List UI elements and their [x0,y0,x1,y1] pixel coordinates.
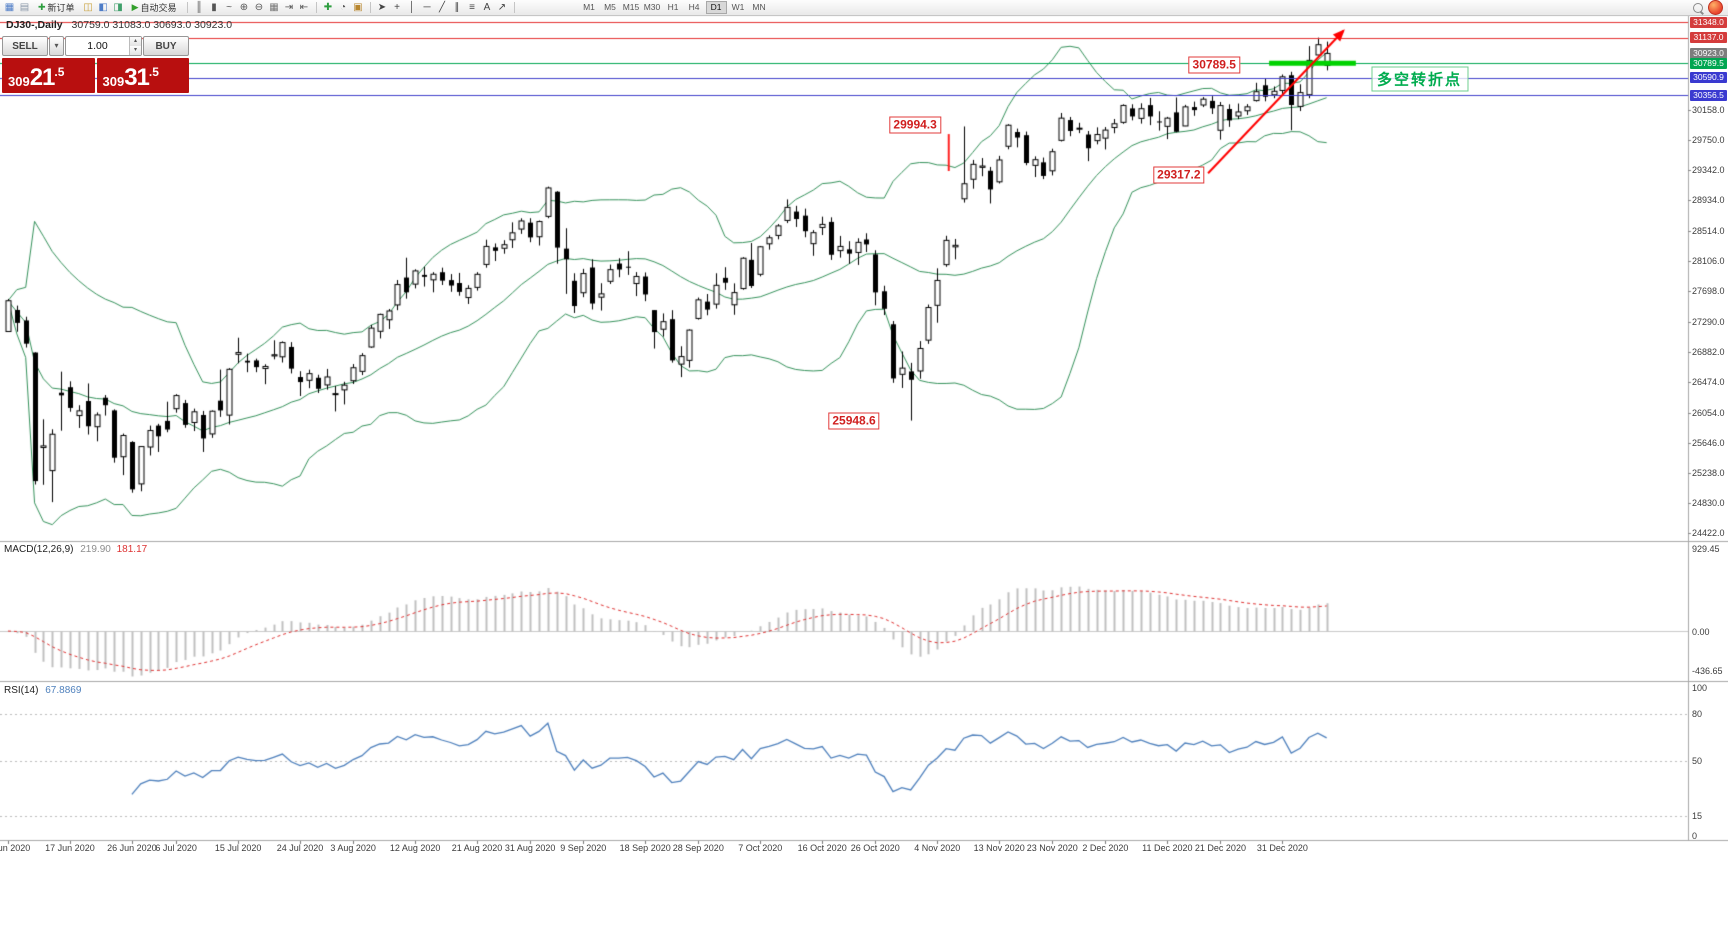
chart-shift-icon[interactable]: ⇤ [299,1,309,13]
buy-price-big: 31 [124,64,150,91]
new-order-button[interactable]: ✚ 新订单 [33,1,80,15]
trade-prices-row: 309 21 .5 309 31 .5 [2,58,189,93]
volume-input[interactable]: 1.00 ▴ ▾ [65,36,142,56]
macd-value-main: 219.90 [80,544,111,555]
buy-price-prefix: 309 [102,74,125,89]
timeframe-h4-button[interactable]: H4 [688,2,700,12]
ohlc-values: 30759.0 31083.0 30693.0 30923.0 [71,19,233,31]
one-click-trading-panel: SELL ▾ 1.00 ▴ ▾ BUY 309 21 .5 309 31 .5 [2,36,189,93]
sell-price-frac: .5 [54,65,65,79]
volume-spinner: ▴ ▾ [129,37,141,55]
sell-button[interactable]: SELL [2,36,48,56]
main-toolbar: ▦ ▤ ✚ 新订单 ◫ ◧ ◨ ▶ 自动交易 ║ ▮ ~ ⊕ ⊖ ▦ ⇥ ⇤ ✚ ◔ ▣ ➤ + │ ─ ╱ ∥ ≡… [0,0,1728,16]
toolbar-chart-group: ║ ▮ ~ ⊕ ⊖ ▦ ⇥ ⇤ [192,1,312,15]
macd-value-signal: 181.17 [116,544,148,555]
order-options-dropdown[interactable]: ▾ [49,36,64,56]
timeframe-m1-button[interactable]: M1 [583,2,595,12]
buy-button[interactable]: BUY [143,36,189,56]
periods-icon[interactable]: ◔ [339,1,347,13]
plus-icon: ✚ [38,2,46,12]
timeframe-group: M1 M5 M15 M30 H1 H4 D1 W1 MN [579,1,770,14]
sell-price-panel[interactable]: 309 21 .5 [2,58,95,93]
sell-price-big: 21 [29,64,56,91]
indicators-list-icon[interactable]: ✚ [323,1,333,13]
templates-icon[interactable]: ▣ [353,1,363,13]
buy-price-frac: .5 [148,65,159,79]
toolbar-separator [369,2,371,13]
symbol-label: DJ30-,Daily [6,19,63,31]
macd-indicator-label: MACD(12,26,9) 219.90 181.17 [4,544,147,555]
buy-price-panel[interactable]: 309 31 .5 [96,58,189,93]
sell-price-prefix: 309 [8,74,30,89]
tile-windows-icon[interactable]: ▦ [269,1,279,13]
toolbar-separator [513,2,515,13]
timeframe-m15-button[interactable]: M15 [622,2,640,12]
cursor-icon[interactable]: ➤ [377,1,387,13]
toolbar-separator [186,2,188,13]
terminal-icon[interactable]: ◨ [113,1,123,13]
play-icon: ▶ [131,2,139,12]
rsi-name: RSI(14) [4,685,39,696]
rsi-value: 67.8869 [45,685,82,696]
volume-value: 1.00 [87,40,108,52]
auto-scroll-icon[interactable]: ⇥ [284,1,294,13]
timeframe-m5-button[interactable]: M5 [604,2,616,12]
toolbar-indicators-group: ✚ ◔ ▣ [321,1,366,15]
fibonacci-icon[interactable]: ≡ [469,1,475,13]
trendline-icon[interactable]: ╱ [438,1,446,13]
chart-ohlc-header: DJ30-,Daily 30759.0 31083.0 30693.0 3092… [6,19,232,31]
new-order-label: 新订单 [47,3,75,13]
toolbar-right-group [1693,0,1726,15]
search-icon[interactable] [1693,2,1703,13]
volume-down-button[interactable]: ▾ [130,46,141,55]
data-window-icon[interactable]: ◧ [98,1,108,13]
zoom-out-icon[interactable]: ⊖ [254,1,264,13]
arrows-icon[interactable]: ↗ [497,1,507,13]
bars-chart-icon[interactable]: ║ [195,1,203,13]
autotrade-button[interactable]: ▶ 自动交易 [127,1,182,15]
toolbar-system-group: ▦ ▤ [2,1,32,15]
timeframe-w1-button[interactable]: W1 [731,2,745,12]
chart-window-icon[interactable]: ▦ [4,1,15,13]
timeframe-m30-button[interactable]: M30 [643,2,661,12]
notification-badge[interactable] [1708,0,1723,15]
timeframe-h1-button[interactable]: H1 [667,2,679,12]
trade-controls-row: SELL ▾ 1.00 ▴ ▾ BUY [2,36,189,56]
zoom-in-icon[interactable]: ⊕ [239,1,249,13]
toolbar-draw-group: ➤ + │ ─ ╱ ∥ ≡ A ↗ [375,1,510,15]
autotrade-label: 自动交易 [140,3,177,13]
profiles-icon[interactable]: ▤ [19,1,30,13]
timeframe-mn-button[interactable]: MN [752,2,766,12]
macd-name: MACD(12,26,9) [4,544,74,555]
horizontal-line-icon[interactable]: ─ [423,1,431,13]
market-watch-icon[interactable]: ◫ [83,1,93,13]
toolbar-separator [315,2,317,13]
vertical-line-icon[interactable]: │ [408,1,416,13]
toolbar-panels-group: ◫ ◧ ◨ [81,1,126,15]
timeframe-d1-button[interactable]: D1 [705,1,727,14]
candlestick-chart-icon[interactable]: ▮ [211,1,217,13]
crosshair-icon[interactable]: + [394,1,400,13]
line-chart-icon[interactable]: ~ [226,1,232,13]
rsi-indicator-label: RSI(14) 67.8869 [4,685,81,696]
volume-up-button[interactable]: ▴ [130,37,141,46]
channel-icon[interactable]: ∥ [454,1,460,13]
text-icon[interactable]: A [483,1,491,13]
